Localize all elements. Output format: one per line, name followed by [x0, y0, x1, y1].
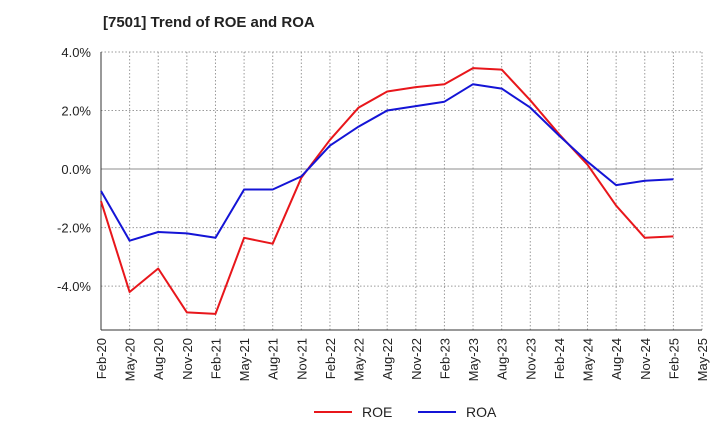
x-tick-label: Aug-20 [151, 338, 166, 380]
x-tick-label: Nov-22 [409, 338, 424, 380]
x-tick-label: Nov-21 [294, 338, 309, 380]
chart-title: [7501] Trend of ROE and ROA [103, 14, 315, 31]
legend-swatch-roe [314, 411, 352, 413]
series-lines [100, 67, 674, 315]
x-tick-label: May-23 [466, 338, 481, 381]
x-tick-label: Feb-20 [94, 338, 109, 379]
x-tick-label: Nov-23 [523, 338, 538, 380]
x-tick-label: Feb-21 [208, 338, 223, 379]
x-tick-label: Nov-20 [180, 338, 195, 380]
x-tick-label: May-24 [581, 338, 596, 381]
legend-label-roa: ROA [466, 404, 497, 420]
x-tick-label: Aug-24 [609, 338, 624, 380]
legend-swatch-roa [418, 411, 456, 413]
tick-labels: 4.0% 2.0% 0.0% -2.0% -4.0% Feb-20 May-20 Aug-20… [57, 45, 710, 381]
y-tick-label: -4.0% [57, 279, 91, 294]
x-tick-label: Feb-25 [666, 338, 681, 379]
x-tick-label: Aug-21 [266, 338, 281, 380]
x-tick-label: May-25 [695, 338, 710, 381]
x-tick-label: Aug-23 [495, 338, 510, 380]
x-tick-label: Aug-22 [380, 338, 395, 380]
x-tick-label: Feb-23 [437, 338, 452, 379]
y-tick-label: 2.0% [61, 104, 91, 119]
x-tick-label: May-21 [237, 338, 252, 381]
series-line-roe [100, 67, 674, 315]
y-tick-label: 0.0% [61, 162, 91, 177]
series-line-roa [100, 83, 674, 242]
x-tick-label: May-20 [123, 338, 138, 381]
y-tick-label: 4.0% [61, 45, 91, 60]
grid [100, 51, 703, 330]
legend-item-roe: ROE [314, 404, 392, 420]
y-tick-label: -2.0% [57, 221, 91, 236]
x-tick-label: May-22 [352, 338, 367, 381]
legend: ROE ROA [0, 404, 720, 426]
x-tick-label: Feb-24 [552, 338, 567, 379]
x-tick-label: Feb-22 [323, 338, 338, 379]
legend-label-roe: ROE [362, 404, 393, 420]
legend-item-roa: ROA [418, 404, 496, 420]
axes [100, 52, 702, 331]
x-tick-label: Nov-24 [638, 338, 653, 380]
